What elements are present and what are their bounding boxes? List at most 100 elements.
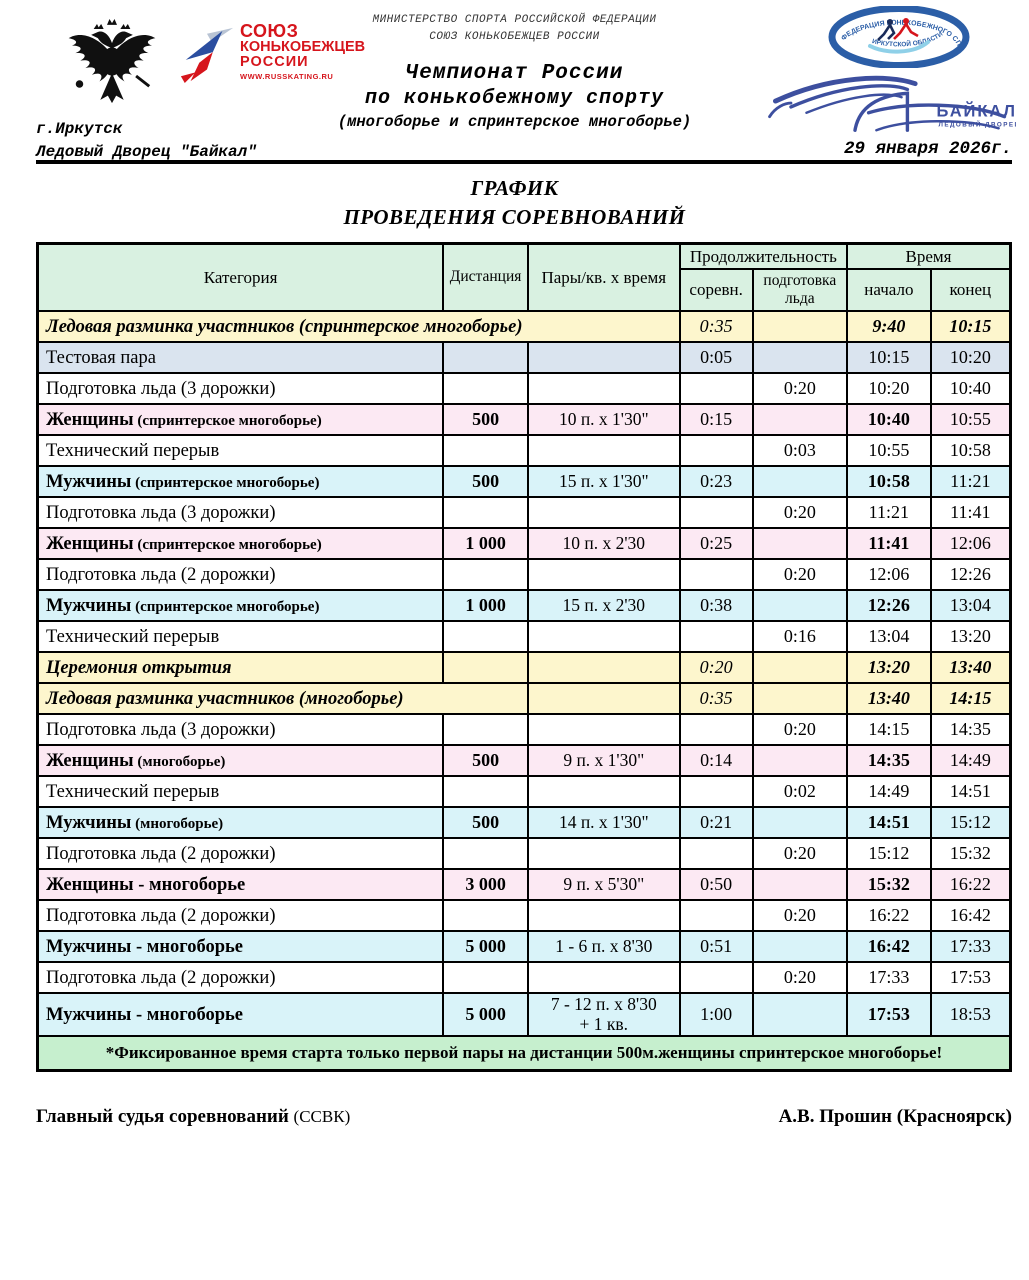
cell-pairs: 9 п. х 5'30" — [526, 867, 681, 901]
cell-end: 11:41 — [929, 495, 1012, 529]
cell-start: 13:20 — [846, 650, 932, 684]
cell-end: 14:49 — [929, 743, 1012, 777]
table-row: Технический перерыв 0:03 10:55 10:58 — [36, 433, 1012, 467]
header-rule — [36, 160, 1012, 164]
cell-end: 13:04 — [929, 588, 1012, 622]
cell-pairs — [526, 774, 681, 808]
cell-category: Мужчины (многоборье) — [36, 805, 445, 839]
cell-pairs: 15 п. х 2'30 — [526, 588, 681, 622]
cell-category: Ледовая разминка участников (спринтерско… — [36, 309, 681, 343]
cell-distance — [442, 774, 529, 808]
cell-pairs — [526, 836, 681, 870]
cell-end: 10:20 — [929, 340, 1012, 374]
cell-end: 16:42 — [929, 898, 1012, 932]
table-head: Категория Дистанция Пары/кв. х время Про… — [36, 242, 1012, 312]
cell-ice: 0:20 — [751, 557, 849, 591]
cell-pairs — [526, 898, 681, 932]
cell-category: Мужчины (спринтерское многоборье) — [36, 588, 445, 622]
table-row: Мужчины - многоборье 5 000 1 - 6 п. х 8'30… — [36, 929, 1012, 963]
header-center-text: МИНИСТЕРСТВО СПОРТА РОССИЙСКОЙ ФЕДЕРАЦИИ… — [285, 12, 745, 131]
cell-distance: 5 000 — [442, 991, 529, 1038]
cell-pairs — [526, 433, 681, 467]
cell-pairs — [526, 712, 681, 746]
cell-category: Подготовка льда (2 дорожки) — [36, 898, 445, 932]
cell-end: 13:20 — [929, 619, 1012, 653]
cell-ice: 0:02 — [751, 774, 849, 808]
ministry-line1: МИНИСТЕРСТВО СПОРТА РОССИЙСКОЙ ФЕДЕРАЦИИ — [372, 14, 657, 26]
table-row: Подготовка льда (2 дорожки) 0:20 12:06 12:2… — [36, 557, 1012, 591]
championship-title-line2: по конькобежному спорту — [364, 87, 665, 111]
cell-start: 9:40 — [846, 309, 932, 343]
cell-distance: 1 000 — [442, 588, 529, 622]
skr-url: WWW.RUSSKATING.RU — [240, 71, 334, 81]
cell-start: 15:32 — [846, 867, 932, 901]
cell-category: Тестовая пара — [36, 340, 445, 374]
cell-ice — [751, 464, 849, 498]
cell-distance: 3 000 — [442, 867, 529, 901]
skr-line1: СОЮЗ — [240, 21, 299, 41]
cell-ice: 0:16 — [751, 619, 849, 653]
skr-line2: КОНЬКОБЕЖЦЕВ — [240, 39, 366, 56]
cell-category: Подготовка льда (2 дорожки) — [36, 836, 445, 870]
cell-ice — [751, 402, 849, 436]
chief-judge-label: Главный судья соревнований (ССВК) — [36, 1106, 350, 1128]
table-row: Подготовка льда (2 дорожки) 0:20 16:22 16:4… — [36, 898, 1012, 932]
col-header-category: Категория — [36, 242, 445, 312]
skater-arrow-icon — [180, 27, 234, 84]
cell-comp: 0:38 — [678, 588, 754, 622]
cell-end: 14:15 — [929, 681, 1012, 715]
cell-start: 14:15 — [846, 712, 932, 746]
cell-ice: 0:20 — [751, 836, 849, 870]
cell-category: Технический перерыв — [36, 774, 445, 808]
doc-title-line2: ПРОВЕДЕНИЯ СОРЕВНОВАНИЙ — [343, 205, 686, 230]
cell-end: 10:40 — [929, 371, 1012, 405]
cell-distance: 5 000 — [442, 929, 529, 963]
baikal-name-text: БАЙКАЛ — [937, 102, 1016, 121]
cell-end: 10:58 — [929, 433, 1012, 467]
cell-pairs: 1 - 6 п. х 8'30 — [526, 929, 681, 963]
skaters-icon — [877, 18, 919, 41]
table-row: Женщины (многоборье) 500 9 п. х 1'30" 0:14 1… — [36, 743, 1012, 777]
cell-category: Женщины (спринтерское многоборье) — [36, 526, 445, 560]
cell-pairs: 10 п. х 1'30" — [526, 402, 681, 436]
cell-end: 12:26 — [929, 557, 1012, 591]
cell-ice: 0:20 — [751, 371, 849, 405]
table-row: Мужчины (спринтерское многоборье) 500 15 п… — [36, 464, 1012, 498]
venue-text: Ледовый Дворец "Байкал" — [36, 143, 257, 162]
cell-pairs — [526, 495, 681, 529]
cell-distance — [442, 340, 529, 374]
cell-distance: 500 — [442, 805, 529, 839]
baikal-ice-palace-logo: БАЙКАЛ ЛЕДОВЫЙ ДВОРЕЦ — [768, 75, 1016, 132]
skating-union-logo: СОЮЗ КОНЬКОБЕЖЦЕВ РОССИИ WWW.RUSSKATING.… — [178, 22, 365, 84]
cell-comp: 0:35 — [678, 309, 754, 343]
cell-start: 11:21 — [846, 495, 932, 529]
table-row: Технический перерыв 0:16 13:04 13:20 — [36, 619, 1012, 653]
cell-ice — [751, 929, 849, 963]
cell-ice — [751, 650, 849, 684]
cell-distance: 500 — [442, 402, 529, 436]
cell-end: 15:12 — [929, 805, 1012, 839]
cell-category: Ледовая разминка участников (многоборье) — [36, 681, 529, 715]
cell-distance — [442, 836, 529, 870]
cell-start: 10:20 — [846, 371, 932, 405]
cell-end: 13:40 — [929, 650, 1012, 684]
cell-start: 14:35 — [846, 743, 932, 777]
table-row: Подготовка льда (3 дорожки) 0:20 11:21 11:4… — [36, 495, 1012, 529]
col-header-distance: Дистанция — [442, 242, 529, 312]
cell-start: 17:53 — [846, 991, 932, 1038]
table-row: Ледовая разминка участников (спринтерско… — [36, 309, 1012, 343]
table-note-row: *Фиксированное время старта только перво… — [36, 1035, 1012, 1072]
cell-category: Подготовка льда (3 дорожки) — [36, 495, 445, 529]
cell-pairs — [526, 557, 681, 591]
cell-pairs: 9 п. х 1'30" — [526, 743, 681, 777]
cell-comp: 0:21 — [678, 805, 754, 839]
col-header-end: конец — [929, 268, 1012, 312]
col-header-ice: подготовка льда — [751, 268, 849, 312]
cell-category: Церемония открытия — [36, 650, 445, 684]
cell-ice: 0:20 — [751, 495, 849, 529]
cell-category: Подготовка льда (3 дорожки) — [36, 371, 445, 405]
cell-category: Подготовка льда (3 дорожки) — [36, 712, 445, 746]
cell-start: 16:22 — [846, 898, 932, 932]
cell-distance — [442, 371, 529, 405]
